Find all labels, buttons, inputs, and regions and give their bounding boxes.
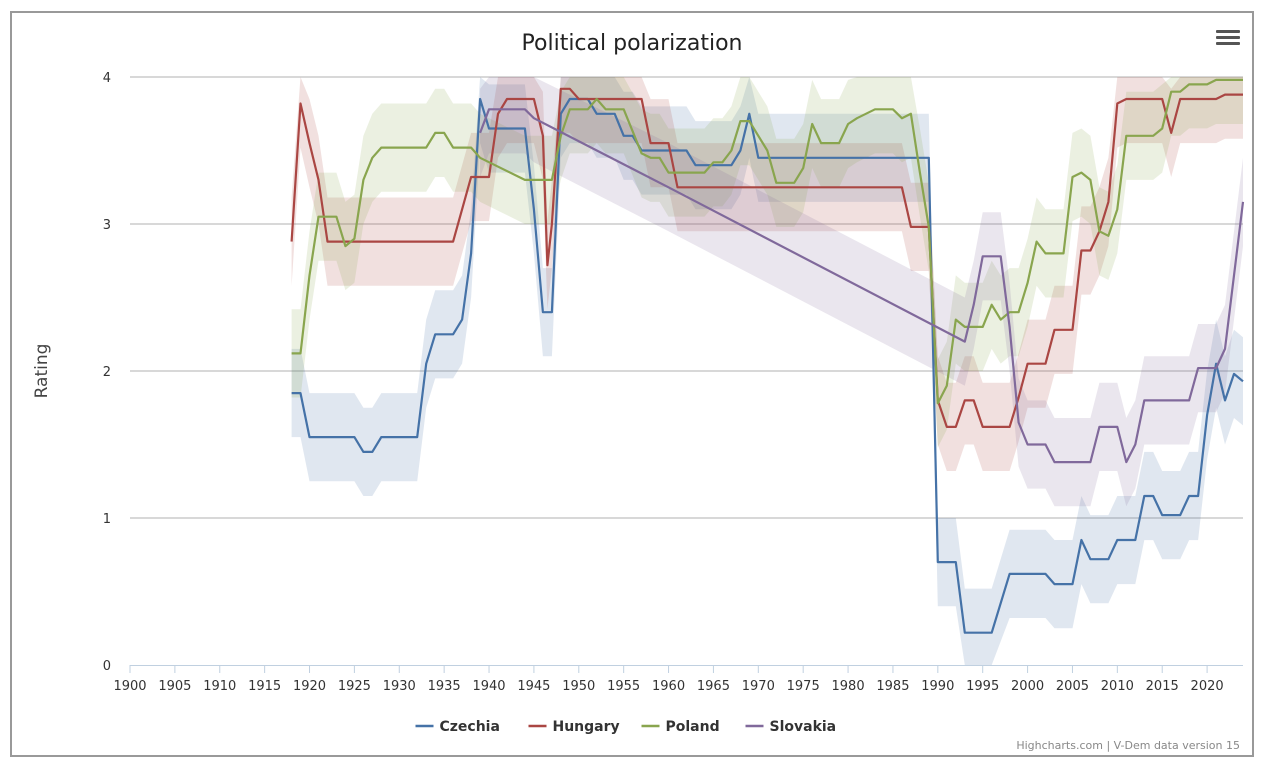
x-tick-label: 1935 — [428, 679, 461, 694]
menu-bar-middle — [1216, 36, 1240, 39]
series-lines — [290, 78, 1245, 634]
x-tick-label: 1985 — [876, 679, 909, 694]
grid-lines — [130, 76, 1243, 519]
chart-title: Political polarization — [521, 31, 743, 56]
y-tick-label: 0 — [103, 659, 111, 674]
x-tick-label: 1965 — [697, 679, 730, 694]
y-axis-title: Rating — [32, 344, 52, 399]
band-czechia — [291, 77, 1244, 665]
x-tick-label: 1910 — [203, 679, 236, 694]
y-tick-label: 2 — [103, 365, 111, 380]
legend-item-poland[interactable]: Poland — [641, 719, 720, 735]
x-tick-label: 2015 — [1146, 679, 1179, 694]
y-tick-label: 4 — [103, 71, 111, 86]
series-line-slovakia[interactable] — [479, 108, 1245, 464]
legend-label: Hungary — [553, 719, 620, 735]
legend-item-hungary[interactable]: Hungary — [528, 719, 620, 735]
x-tick-label: 1900 — [113, 679, 146, 694]
band-slovakia — [480, 77, 1244, 507]
legend-item-czechia[interactable]: Czechia — [415, 719, 500, 735]
x-tick-label: 1930 — [383, 679, 416, 694]
x-tick-label: 1915 — [248, 679, 281, 694]
x-tick-label: 1975 — [787, 679, 820, 694]
legend-item-slovakia[interactable]: Slovakia — [745, 719, 837, 735]
x-tick-label: 1995 — [966, 679, 999, 694]
x-tick-label: 2010 — [1101, 679, 1134, 694]
y-tick-label: 3 — [103, 218, 111, 233]
series-line-poland[interactable] — [291, 78, 1243, 405]
x-tick-label: 1925 — [338, 679, 371, 694]
x-tick-label: 1990 — [921, 679, 954, 694]
x-tick-label: 1960 — [652, 679, 685, 694]
x-tick-label: 1920 — [293, 679, 326, 694]
legend-label: Slovakia — [770, 719, 837, 735]
series-line-czechia[interactable] — [291, 97, 1244, 634]
x-tick-label: 1955 — [607, 679, 640, 694]
menu-bar-bottom — [1216, 42, 1240, 45]
legend-label: Poland — [666, 719, 720, 735]
x-tick-label: 1970 — [742, 679, 775, 694]
x-tick-label: 2020 — [1191, 679, 1224, 694]
x-tick-label: 1905 — [158, 679, 191, 694]
x-tick-label: 1945 — [517, 679, 550, 694]
legend: Czechia Hungary Poland Slovakia — [415, 719, 837, 735]
y-tick-label: 1 — [103, 512, 111, 527]
x-tick-label: 1980 — [832, 679, 865, 694]
axes: 0 1 2 3 4 1900 1905 1910 1915 1920 1925 1930 1935 194… — [32, 71, 1243, 694]
x-tick-label: 2005 — [1056, 679, 1089, 694]
band-hungary — [291, 77, 1244, 471]
hamburger-menu-icon[interactable] — [1216, 27, 1240, 49]
chart-credits[interactable]: Highcharts.com | V-Dem data version 15 — [1016, 739, 1240, 752]
menu-bar-top — [1216, 30, 1240, 33]
x-tick-label: 2000 — [1011, 679, 1044, 694]
legend-label: Czechia — [440, 719, 500, 735]
x-tick-label: 1940 — [472, 679, 505, 694]
x-tick-label: 1950 — [562, 679, 595, 694]
